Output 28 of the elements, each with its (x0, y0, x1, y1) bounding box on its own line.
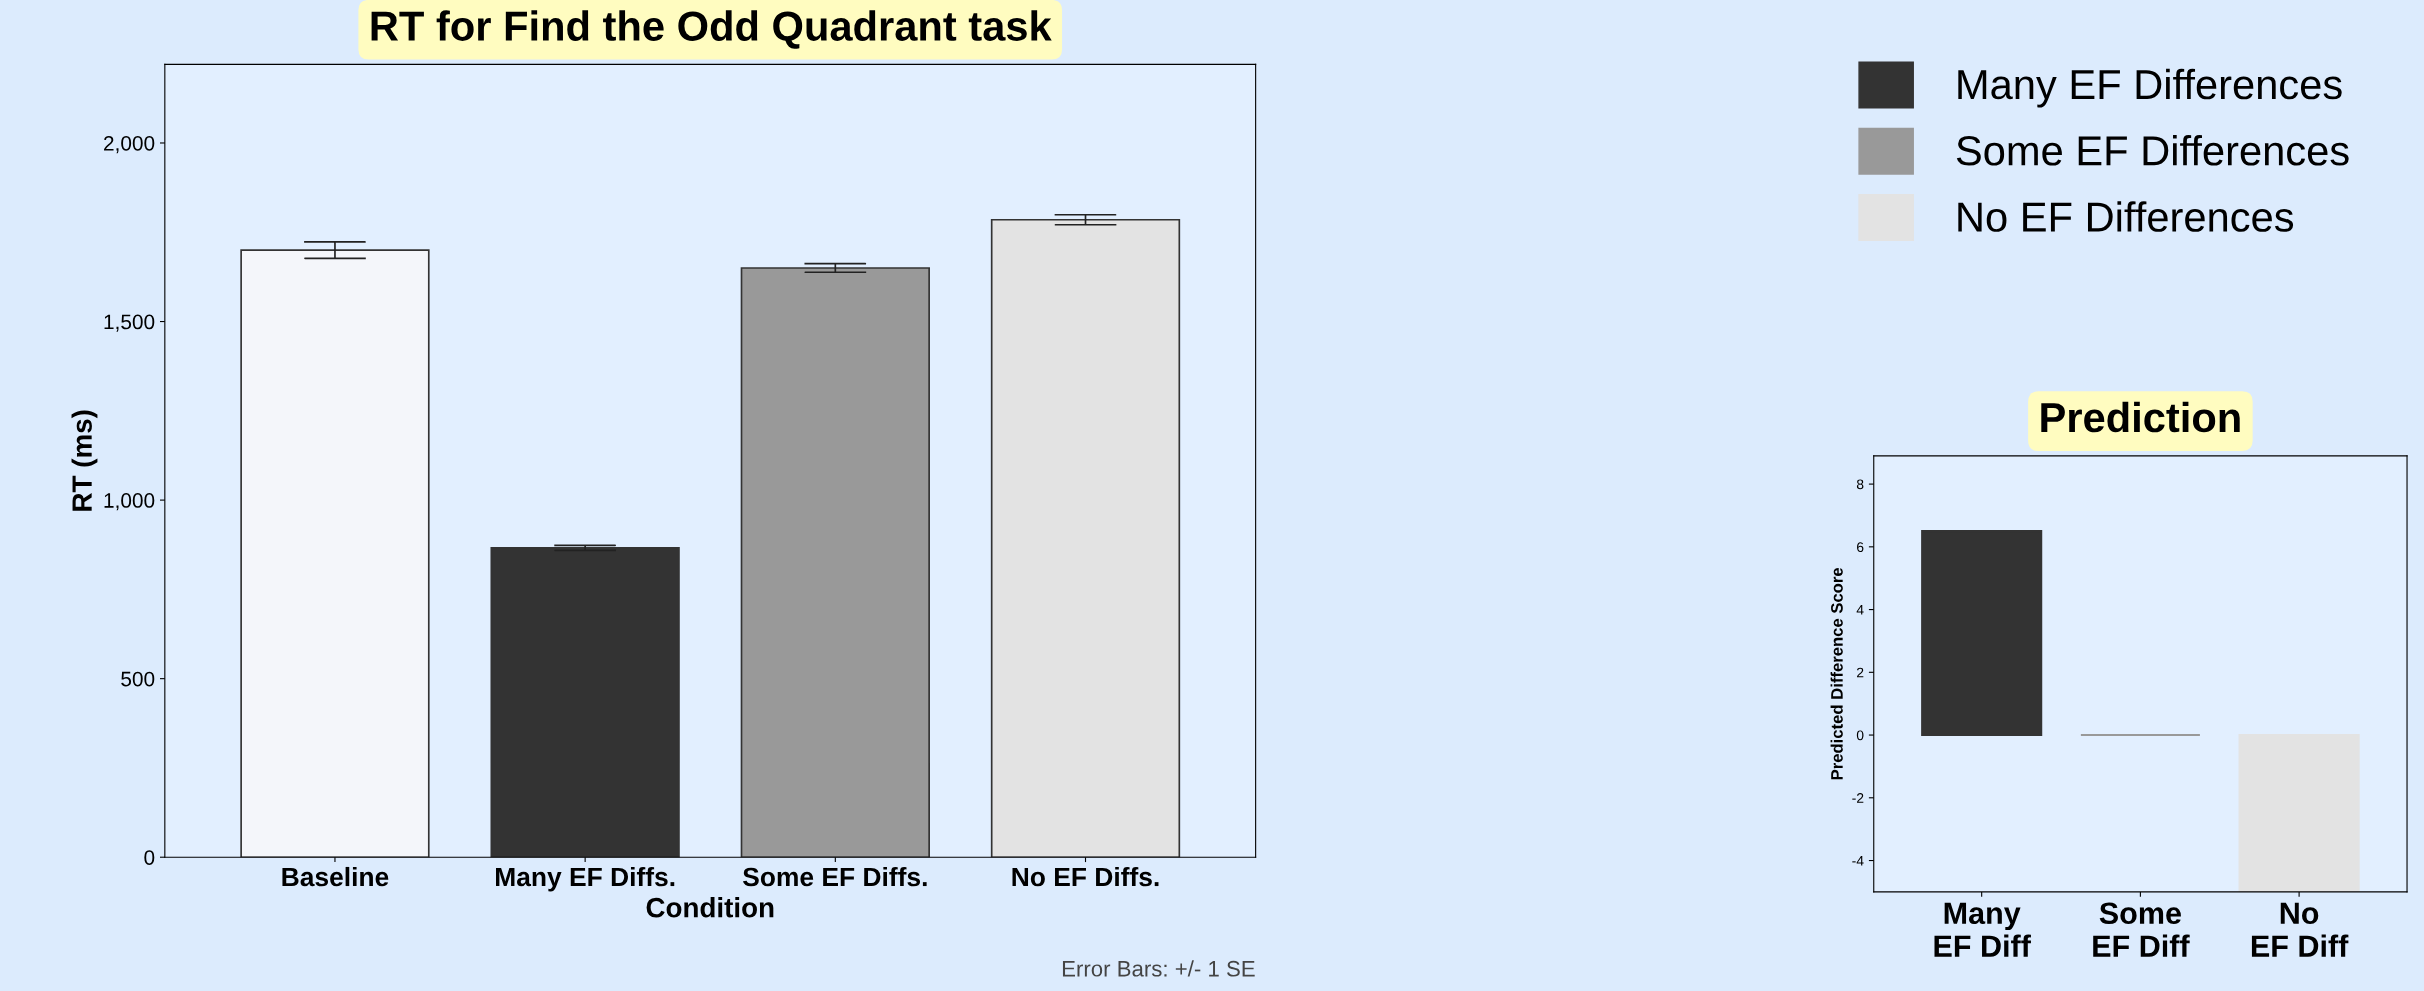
legend-label: Some EF Differences (1956, 135, 2349, 166)
legend-label: No EF Differences (1958, 201, 2294, 232)
y-tick-label: 1,000 (104, 493, 155, 511)
x-axis-title: Condition (646, 897, 774, 918)
y-tick-label: 500 (121, 671, 155, 687)
x-tick-label: Some EF Diffs. (742, 866, 927, 887)
y-tick-label: 6 (1857, 542, 1864, 552)
x-tick-label: Baseline (282, 866, 389, 887)
y-tick-label: 2,000 (104, 135, 155, 154)
x-tick-label: No EF Diff (2251, 902, 2349, 957)
legend-label: Many EF Differences (1958, 68, 2342, 108)
chart-title: RT for Find the Odd Quadrant task (371, 10, 1052, 49)
y-tick-label: 4 (1856, 605, 1864, 615)
y-tick-label: 0 (144, 850, 155, 865)
y-tick-label: 2 (1857, 667, 1864, 678)
x-tick-label: Many EF Diffs. (496, 866, 675, 892)
x-tick-label: Many EF Diff (1934, 902, 2031, 957)
y-axis-title: RT (ms) (71, 410, 98, 511)
y-tick-label: 8 (1856, 479, 1864, 490)
chart-title: Prediction (2041, 401, 2240, 433)
y-tick-label: -2 (1852, 793, 1864, 803)
y-axis-title: Predicted Difference Score (1830, 567, 1843, 780)
x-tick-label: Some EF Diff (2093, 902, 2190, 957)
y-tick-label: -4 (1852, 856, 1864, 866)
text: Error Bars: +/- 1 SE (1062, 960, 1255, 977)
x-tick-label: No EF Diffs. (1012, 866, 1159, 887)
y-tick-label: 0 (1856, 730, 1864, 741)
y-tick-label: 1,500 (104, 314, 155, 332)
